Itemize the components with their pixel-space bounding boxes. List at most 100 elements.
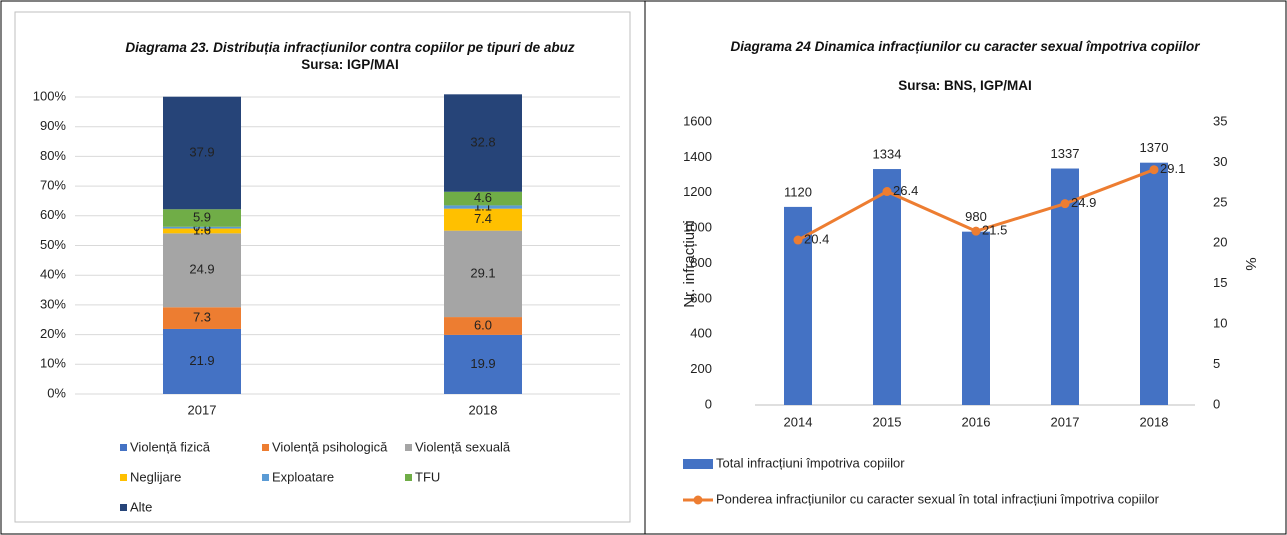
x-tick-label: 2018 — [1140, 414, 1169, 429]
y2-tick-label: 20 — [1213, 235, 1227, 250]
legend-label: Violență fizică — [130, 439, 211, 454]
y-tick-label: 1200 — [683, 184, 712, 199]
y-tick-label: 20% — [40, 326, 66, 341]
x-tick-label: 2015 — [873, 414, 902, 429]
y-tick-label: 0% — [47, 385, 66, 400]
data-label: 20.4 — [804, 231, 829, 246]
legend-swatch — [262, 444, 269, 451]
data-label: 5.9 — [193, 209, 211, 224]
legend-label: Violență psihologică — [272, 439, 388, 454]
bar-segment — [444, 317, 522, 335]
bar-segment — [444, 205, 522, 209]
legend-swatch — [405, 444, 412, 451]
bar-segment — [163, 96, 241, 210]
bar-segment — [444, 230, 522, 318]
data-label: 980 — [965, 209, 987, 224]
y-tick-label: 90% — [40, 118, 66, 133]
y-tick-label: 100% — [33, 88, 67, 103]
bar — [1140, 162, 1168, 405]
bar-segment — [444, 94, 522, 192]
legend-label: Total infracțiuni împotriva copiilor — [716, 455, 905, 470]
data-label: 1334 — [873, 146, 902, 161]
y2-tick-label: 5 — [1213, 356, 1220, 371]
legend-swatch — [405, 474, 412, 481]
y-tick-label: 200 — [690, 361, 712, 376]
legend-label: TFU — [415, 469, 440, 484]
data-label: 1337 — [1051, 146, 1080, 161]
data-label: 37.9 — [189, 144, 214, 159]
y-tick-label: 800 — [690, 255, 712, 270]
data-label: 26.4 — [893, 183, 918, 198]
y-tick-label: 1600 — [683, 113, 712, 128]
y-tick-label: 50% — [40, 237, 66, 252]
y-tick-label: 1000 — [683, 220, 712, 235]
bar-segment — [163, 226, 241, 229]
line-marker — [971, 226, 981, 236]
chart-frame — [14, 11, 631, 523]
bar-segment — [163, 209, 241, 227]
y-tick-label: 600 — [690, 290, 712, 305]
data-label: 21.9 — [189, 353, 214, 368]
y2-tick-label: 10 — [1213, 316, 1227, 331]
y-tick-label: 60% — [40, 207, 66, 222]
bar-segment — [444, 191, 522, 206]
chart-subtitle: Sursa: IGP/MAI — [301, 57, 399, 72]
chart-title: Diagrama 24 Dinamica infracțiunilor cu c… — [730, 39, 1200, 54]
x-tick-label: 2014 — [784, 414, 813, 429]
legend-label: Neglijare — [130, 469, 181, 484]
y-tick-label: 30% — [40, 296, 66, 311]
line-marker — [793, 235, 803, 245]
y-tick-label: 1400 — [683, 149, 712, 164]
y2-tick-label: 15 — [1213, 275, 1227, 290]
y2-tick-label: 35 — [1213, 113, 1227, 128]
chart-subtitle: Sursa: BNS, IGP/MAI — [898, 78, 1032, 93]
bar-segment — [444, 334, 522, 394]
y-tick-label: 80% — [40, 148, 66, 163]
y-axis-label: Nr. infracțiuni — [681, 220, 698, 308]
legend-swatch — [120, 504, 127, 511]
data-label: 1370 — [1140, 140, 1169, 155]
legend-label: Exploatare — [272, 469, 334, 484]
line-marker — [1149, 165, 1159, 175]
y-tick-label: 0 — [705, 396, 712, 411]
data-label: 7.3 — [193, 310, 211, 325]
y-tick-label: 10% — [40, 356, 66, 371]
line-marker — [882, 187, 892, 197]
legend-swatch — [120, 474, 127, 481]
legend-swatch — [683, 459, 713, 469]
x-tick-label: 2018 — [469, 402, 498, 417]
bar-segment — [444, 208, 522, 231]
x-tick-label: 2017 — [1051, 414, 1080, 429]
legend-label: Violență sexuală — [415, 439, 511, 454]
bar-segment — [163, 228, 241, 234]
legend-swatch — [120, 444, 127, 451]
data-label: 7.4 — [474, 211, 492, 226]
data-label: 24.9 — [189, 262, 214, 277]
legend-swatch — [262, 474, 269, 481]
data-label: 32.8 — [470, 134, 495, 149]
bar — [962, 231, 990, 405]
legend-swatch — [693, 495, 703, 505]
bar-segment — [163, 233, 241, 308]
x-tick-label: 2016 — [962, 414, 991, 429]
y2-tick-label: 30 — [1213, 154, 1227, 169]
data-label: 19.9 — [470, 356, 495, 371]
data-label: 21.5 — [982, 223, 1007, 238]
bar-segment — [163, 328, 241, 394]
y-tick-label: 70% — [40, 178, 66, 193]
data-label: 6.0 — [474, 317, 492, 332]
y2-tick-label: 0 — [1213, 396, 1220, 411]
data-label: 29.1 — [1160, 161, 1185, 176]
bar — [873, 169, 901, 405]
y-tick-label: 400 — [690, 326, 712, 341]
legend-label: Ponderea infracțiunilor cu caracter sexu… — [716, 491, 1160, 506]
y2-tick-label: 25 — [1213, 194, 1227, 209]
x-tick-label: 2017 — [188, 402, 217, 417]
legend-label: Alte — [130, 499, 152, 514]
line-marker — [1060, 199, 1070, 209]
data-label: 29.1 — [470, 265, 495, 280]
data-label: 24.9 — [1071, 195, 1096, 210]
